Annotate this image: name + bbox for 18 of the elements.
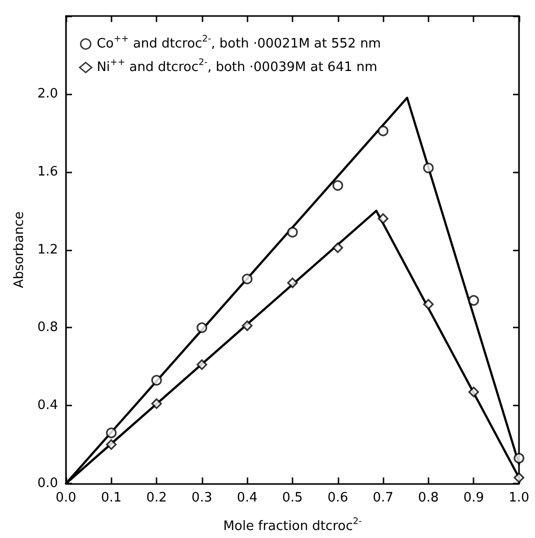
x-tick-label: 0.0	[56, 490, 76, 506]
y-tick-label: 0.8	[37, 320, 58, 336]
x-tick-label: 0.9	[463, 490, 484, 506]
y-tick-label: 1.6	[37, 164, 58, 180]
x-tick-label: 0.3	[192, 490, 212, 506]
x-tick-label: 0.2	[146, 490, 167, 506]
y-tick-label: 2.0	[37, 86, 58, 102]
y-axis-title: Absorbance	[12, 211, 27, 288]
y-tick-label: 0.4	[37, 398, 58, 414]
y-tick-label: 0.0	[37, 476, 58, 491]
y-tick-label: 1.2	[37, 242, 58, 258]
x-tick-label: 0.8	[418, 490, 439, 506]
x-tick-label: 1.0	[508, 490, 530, 506]
x-tick-label: 0.7	[372, 490, 394, 506]
x-tick-label: 0.5	[282, 490, 303, 506]
x-tick-label: 0.4	[236, 490, 258, 506]
x-tick-label: 0.6	[327, 490, 348, 506]
x-tick-label: 0.1	[100, 490, 122, 506]
